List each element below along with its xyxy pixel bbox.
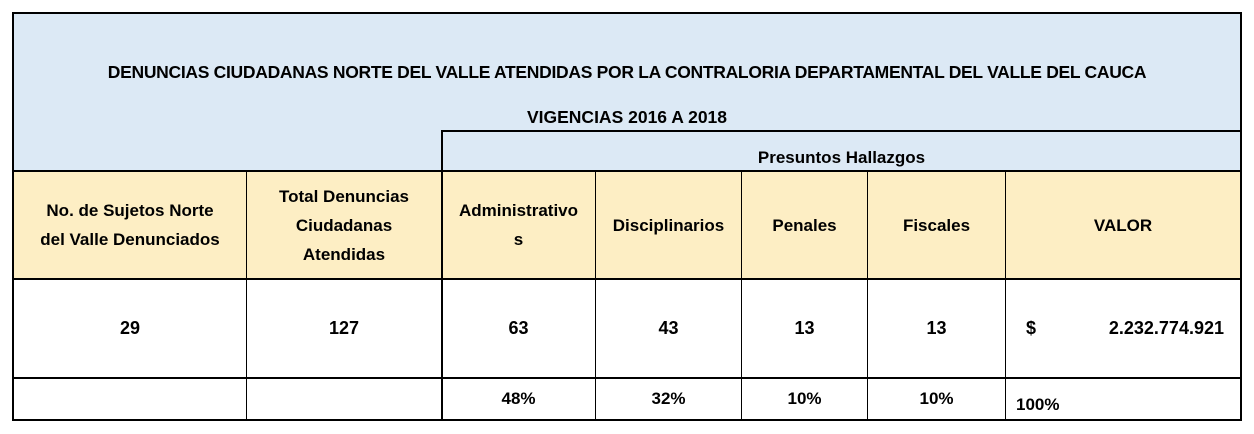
col-header-disciplinarios: Disciplinarios — [596, 172, 741, 278]
col-header-total-line2: Ciudadanas — [295, 215, 393, 235]
cell-disciplinarios: 43 — [658, 318, 679, 338]
col-header-sujetos-line2: del Valle Denunciados — [40, 230, 220, 249]
col-header-valor: VALOR — [1006, 172, 1240, 278]
group-header-presuntos-hallazgos: Presuntos Hallazgos — [441, 130, 1240, 170]
pct-total-empty — [247, 379, 441, 419]
col-header-admin-line2: s — [513, 230, 524, 249]
grid-vline — [246, 172, 247, 419]
pct-fiscales: 10% — [919, 389, 954, 408]
pct-disciplinarios: 32% — [651, 389, 686, 408]
pct-administrativos: 48% — [501, 389, 536, 408]
group-header-spacer — [14, 142, 441, 170]
cell-total: 127 — [328, 318, 360, 338]
grid-vline — [441, 130, 443, 419]
col-header-fiscales: Fiscales — [868, 172, 1005, 278]
col-header-total-line3: Atendidas — [302, 244, 386, 264]
pct-sujetos-empty — [14, 379, 246, 419]
valor-amount: 2.232.774.921 — [1108, 318, 1224, 338]
col-header-sujetos: No. de Sujetos Norte del Valle Denunciad… — [14, 172, 246, 278]
col-header-admin-line1: Administrativo — [458, 201, 579, 220]
grid-vline — [867, 172, 868, 419]
data-bottom-line — [14, 377, 1240, 379]
col-header-sujetos-line1: No. de Sujetos Norte — [46, 201, 214, 220]
header-bottom-line — [14, 278, 1240, 280]
col-header-total: Total Denuncias Ciudadanas Atendidas — [247, 172, 441, 278]
pct-valor: 100% — [1016, 395, 1060, 414]
table-subtitle: VIGENCIAS 2016 A 2018 — [526, 107, 728, 127]
cell-sujetos: 29 — [119, 318, 141, 338]
cell-administrativos: 63 — [508, 318, 529, 338]
header-top-line — [14, 170, 1240, 172]
cell-valor: $ 2.232.774.921 — [1006, 280, 1240, 377]
table-title: DENUNCIAS CIUDADANAS NORTE DEL VALLE ATE… — [107, 62, 1147, 82]
pct-penales: 10% — [787, 389, 822, 408]
cell-penales: 13 — [794, 318, 815, 338]
grid-vline — [595, 172, 596, 419]
title-area — [14, 14, 1240, 142]
grid-vline — [741, 172, 742, 419]
valor-currency: $ — [1026, 318, 1037, 338]
grid-vline — [1005, 172, 1006, 419]
col-header-administrativos: Administrativo s — [442, 172, 595, 278]
report-table: DENUNCIAS CIUDADANAS NORTE DEL VALLE ATE… — [12, 12, 1242, 421]
col-header-total-line1: Total Denuncias — [278, 186, 410, 206]
cell-fiscales: 13 — [926, 318, 947, 338]
col-header-penales: Penales — [742, 172, 867, 278]
